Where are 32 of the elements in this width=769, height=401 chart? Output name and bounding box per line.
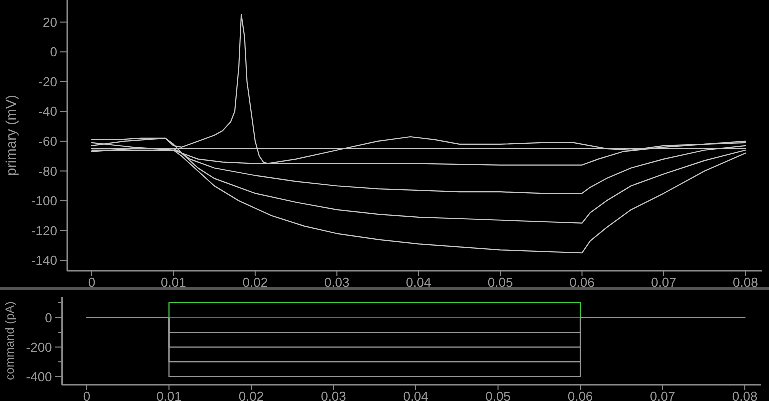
- x-tick-label: 0.08: [732, 389, 758, 401]
- y-tick-label: -400: [26, 369, 52, 384]
- x-tick-label: 0.07: [650, 389, 676, 401]
- x-tick-label: 0.06: [570, 275, 595, 290]
- x-tick-label: 0.03: [321, 389, 346, 401]
- x-tick-label: 0.02: [238, 389, 264, 401]
- y-tick-label: -80: [38, 164, 58, 179]
- x-tick-label: 0.05: [488, 275, 514, 290]
- y-tick-label: -20: [38, 74, 58, 90]
- x-tick-label: 0.01: [161, 275, 186, 290]
- y-tick-label: 0: [45, 310, 52, 326]
- x-tick-label: 0.01: [156, 389, 182, 401]
- x-tick-label: 0.02: [242, 275, 268, 290]
- x-tick-label: 0.06: [568, 389, 594, 401]
- x-tick-label: 0.08: [733, 275, 758, 290]
- x-tick-label: 0.04: [406, 275, 432, 290]
- y-tick-label: -60: [38, 134, 58, 150]
- y-tick-label: -120: [31, 223, 58, 238]
- y-axis-title: primary (mV): [3, 95, 19, 176]
- x-tick-label: 0: [88, 275, 96, 290]
- y-axis-title: command (pA): [3, 302, 17, 380]
- x-tick-label: 0.05: [486, 389, 511, 401]
- x-tick-label: 0: [83, 389, 91, 401]
- y-tick-label: -140: [31, 253, 58, 268]
- x-tick-label: 0.04: [403, 389, 429, 401]
- y-tick-label: -100: [31, 194, 58, 209]
- y-tick-label: -200: [26, 340, 52, 355]
- x-tick-label: 0.07: [651, 275, 677, 290]
- y-tick-label: -40: [38, 104, 58, 120]
- x-tick-label: 0.03: [324, 275, 350, 290]
- y-tick-label: 0: [50, 44, 58, 60]
- y-tick-label: 20: [43, 14, 58, 30]
